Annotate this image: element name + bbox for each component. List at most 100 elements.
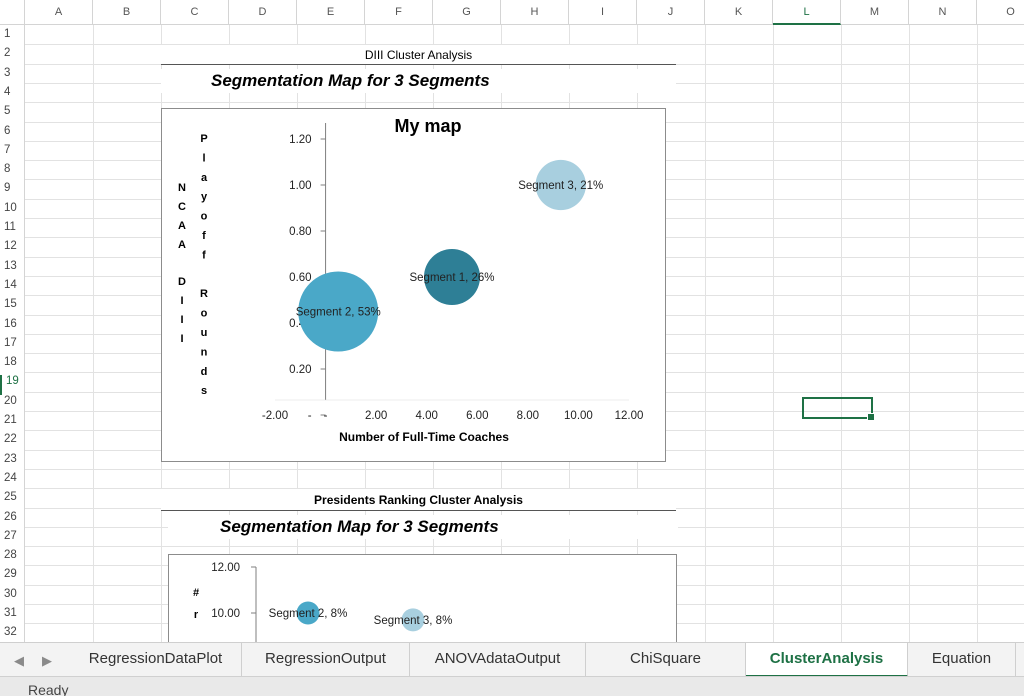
row-header-22[interactable]: 22 [4, 433, 17, 446]
selected-cell-L19[interactable] [802, 397, 875, 421]
column-header-H[interactable]: H [501, 0, 569, 25]
chart-presidents-ranking[interactable]: # r 12.00 10.00 Segment 2, 8% Segment 3, 8% [168, 554, 677, 642]
sheet-tab-anovadataoutput[interactable]: ANOVAdataOutput [410, 643, 586, 677]
row-header-32[interactable]: 32 [4, 626, 17, 639]
chart1-x-tick-label: 6.00 [466, 410, 488, 422]
row-header-7[interactable]: 7 [4, 143, 11, 156]
column-header-G[interactable]: G [433, 0, 501, 25]
chart1-y-tick-label: 1.00 [289, 180, 311, 192]
chart1-y-tick-label: 1.20 [289, 134, 311, 146]
row-header-18[interactable]: 18 [4, 356, 17, 369]
column-header-J[interactable]: J [637, 0, 705, 25]
row-header-31[interactable]: 31 [4, 607, 17, 619]
row-header-16[interactable]: 16 [4, 317, 17, 330]
status-text: Ready [28, 682, 69, 696]
section1-header: DIII Cluster Analysis [364, 48, 473, 62]
chart1-ylabel-left-char: I [180, 333, 183, 345]
chevron-left-icon[interactable]: ◀ [14, 653, 24, 668]
chart2-y-tick-label: 10.00 [211, 608, 240, 620]
row-header-12[interactable]: 12 [4, 240, 17, 253]
chart1-ylabel-left-char: D [178, 276, 186, 288]
chevron-right-icon[interactable]: ▶ [42, 653, 52, 668]
chart1-ylabel-left-char: N [178, 182, 186, 194]
row-header-8[interactable]: 8 [4, 163, 11, 176]
section2-title-box[interactable]: Segmentation Map for 3 Segments [168, 515, 678, 539]
column-gridline [93, 25, 94, 642]
row-gridline [25, 488, 1024, 490]
row-header-13[interactable]: 13 [4, 259, 17, 272]
row-header-21[interactable]: 21 [4, 414, 17, 426]
column-header-L[interactable]: L [773, 0, 841, 25]
chart1-bubble[interactable] [535, 159, 586, 211]
chart1-ylabel-right-char: o [201, 211, 208, 223]
column-header-E[interactable]: E [297, 0, 365, 25]
row-header-10[interactable]: 10 [4, 201, 17, 214]
row-header-19[interactable]: 19 [0, 375, 25, 395]
row-header-6[interactable]: 6 [4, 124, 11, 137]
row-header-27[interactable]: 27 [4, 529, 17, 542]
cell-grid[interactable]: DIII Cluster Analysis Segmentation Map f… [25, 25, 1024, 642]
sheet-tab-regressionoutput[interactable]: RegressionOutput [242, 643, 410, 677]
sheet-tab-clusteranalysis[interactable]: ClusterAnalysis [746, 643, 908, 677]
row-header-29[interactable]: 29 [4, 568, 17, 581]
chart1-x-tick-label: 8.00 [517, 410, 539, 422]
column-header-A[interactable]: A [25, 0, 93, 25]
column-gridline [773, 25, 774, 642]
row-header-1[interactable]: 1 [4, 28, 11, 40]
row-header-11[interactable]: 11 [4, 221, 16, 233]
chart2-ylabel-char: # [193, 587, 199, 599]
sheet-tab-chisquare[interactable]: ChiSquare [586, 643, 746, 677]
chart1-y-ticks: 1.201.000.800.600.400.20- [289, 134, 326, 422]
column-header-O[interactable]: O [977, 0, 1024, 25]
row-header-20[interactable]: 20 [4, 394, 17, 407]
row-header-17[interactable]: 17 [4, 336, 17, 349]
chart1-bubble[interactable] [423, 248, 481, 306]
sheet-tab-equation[interactable]: Equation [908, 643, 1016, 677]
chart1-axes [275, 123, 629, 401]
row-header-9[interactable]: 9 [4, 182, 11, 195]
chart1-ylabel-right-char: n [201, 346, 208, 358]
chart1-ylabel-right-char: y [201, 191, 208, 203]
section1-title-box[interactable]: Segmentation Map for 3 Segments [161, 69, 676, 93]
chart1-x-tick-label: -2.00 [262, 410, 288, 422]
row-header-3[interactable]: 3 [4, 66, 11, 79]
chart1-bubble[interactable] [298, 271, 379, 352]
chart2-bubble[interactable] [401, 608, 425, 632]
row-header-4[interactable]: 4 [4, 85, 11, 98]
row-header-5[interactable]: 5 [4, 105, 11, 118]
chart2-bubble[interactable] [296, 601, 320, 625]
sheet-tab-regressiondataplot[interactable]: RegressionDataPlot [70, 643, 242, 677]
row-header-30[interactable]: 30 [4, 587, 17, 600]
chart2-points: Segment 2, 8% Segment 3, 8% [269, 601, 452, 632]
select-all-corner[interactable] [0, 0, 25, 25]
chart1-x-ticks: -2.00-2.00 4.00 6.00 8.00 10.00 12.00 [262, 410, 644, 422]
row-header-28[interactable]: 28 [4, 549, 17, 562]
column-header-F[interactable]: F [365, 0, 433, 25]
column-header-M[interactable]: M [841, 0, 909, 25]
section1-header-cell[interactable]: DIII Cluster Analysis [161, 45, 676, 65]
chart1-bubble-label: Segment 2, 53% [296, 307, 381, 319]
column-header-D[interactable]: D [229, 0, 297, 25]
row-header-24[interactable]: 24 [4, 471, 17, 484]
column-header-I[interactable]: I [569, 0, 637, 25]
row-header-bar: 1 2 3 4 5 6 7 8 9 10 11 12 13 14 15 16 17 18 19 20 21 22 23 24 2… [0, 25, 25, 642]
row-header-25[interactable]: 25 [4, 491, 17, 504]
column-header-K[interactable]: K [705, 0, 773, 25]
chart1-title: My map [394, 116, 461, 136]
chart1-x-tick-label: 4.00 [416, 410, 438, 422]
status-bar: Ready [0, 676, 1024, 696]
row-header-26[interactable]: 26 [4, 510, 17, 523]
chart1-ylabel-left-char: A [178, 220, 186, 232]
column-header-C[interactable]: C [161, 0, 229, 25]
column-header-N[interactable]: N [909, 0, 977, 25]
row-header-2[interactable]: 2 [4, 47, 11, 60]
row-header-14[interactable]: 14 [4, 278, 17, 291]
column-header-B[interactable]: B [93, 0, 161, 25]
section2-header-cell[interactable]: Presidents Ranking Cluster Analysis [161, 489, 676, 511]
column-gridline [909, 25, 910, 642]
chart1-ylabel-left-char: I [180, 295, 183, 307]
chart1-ylabel-right-char: s [201, 385, 207, 397]
row-header-23[interactable]: 23 [4, 452, 17, 465]
row-header-15[interactable]: 15 [4, 298, 17, 311]
